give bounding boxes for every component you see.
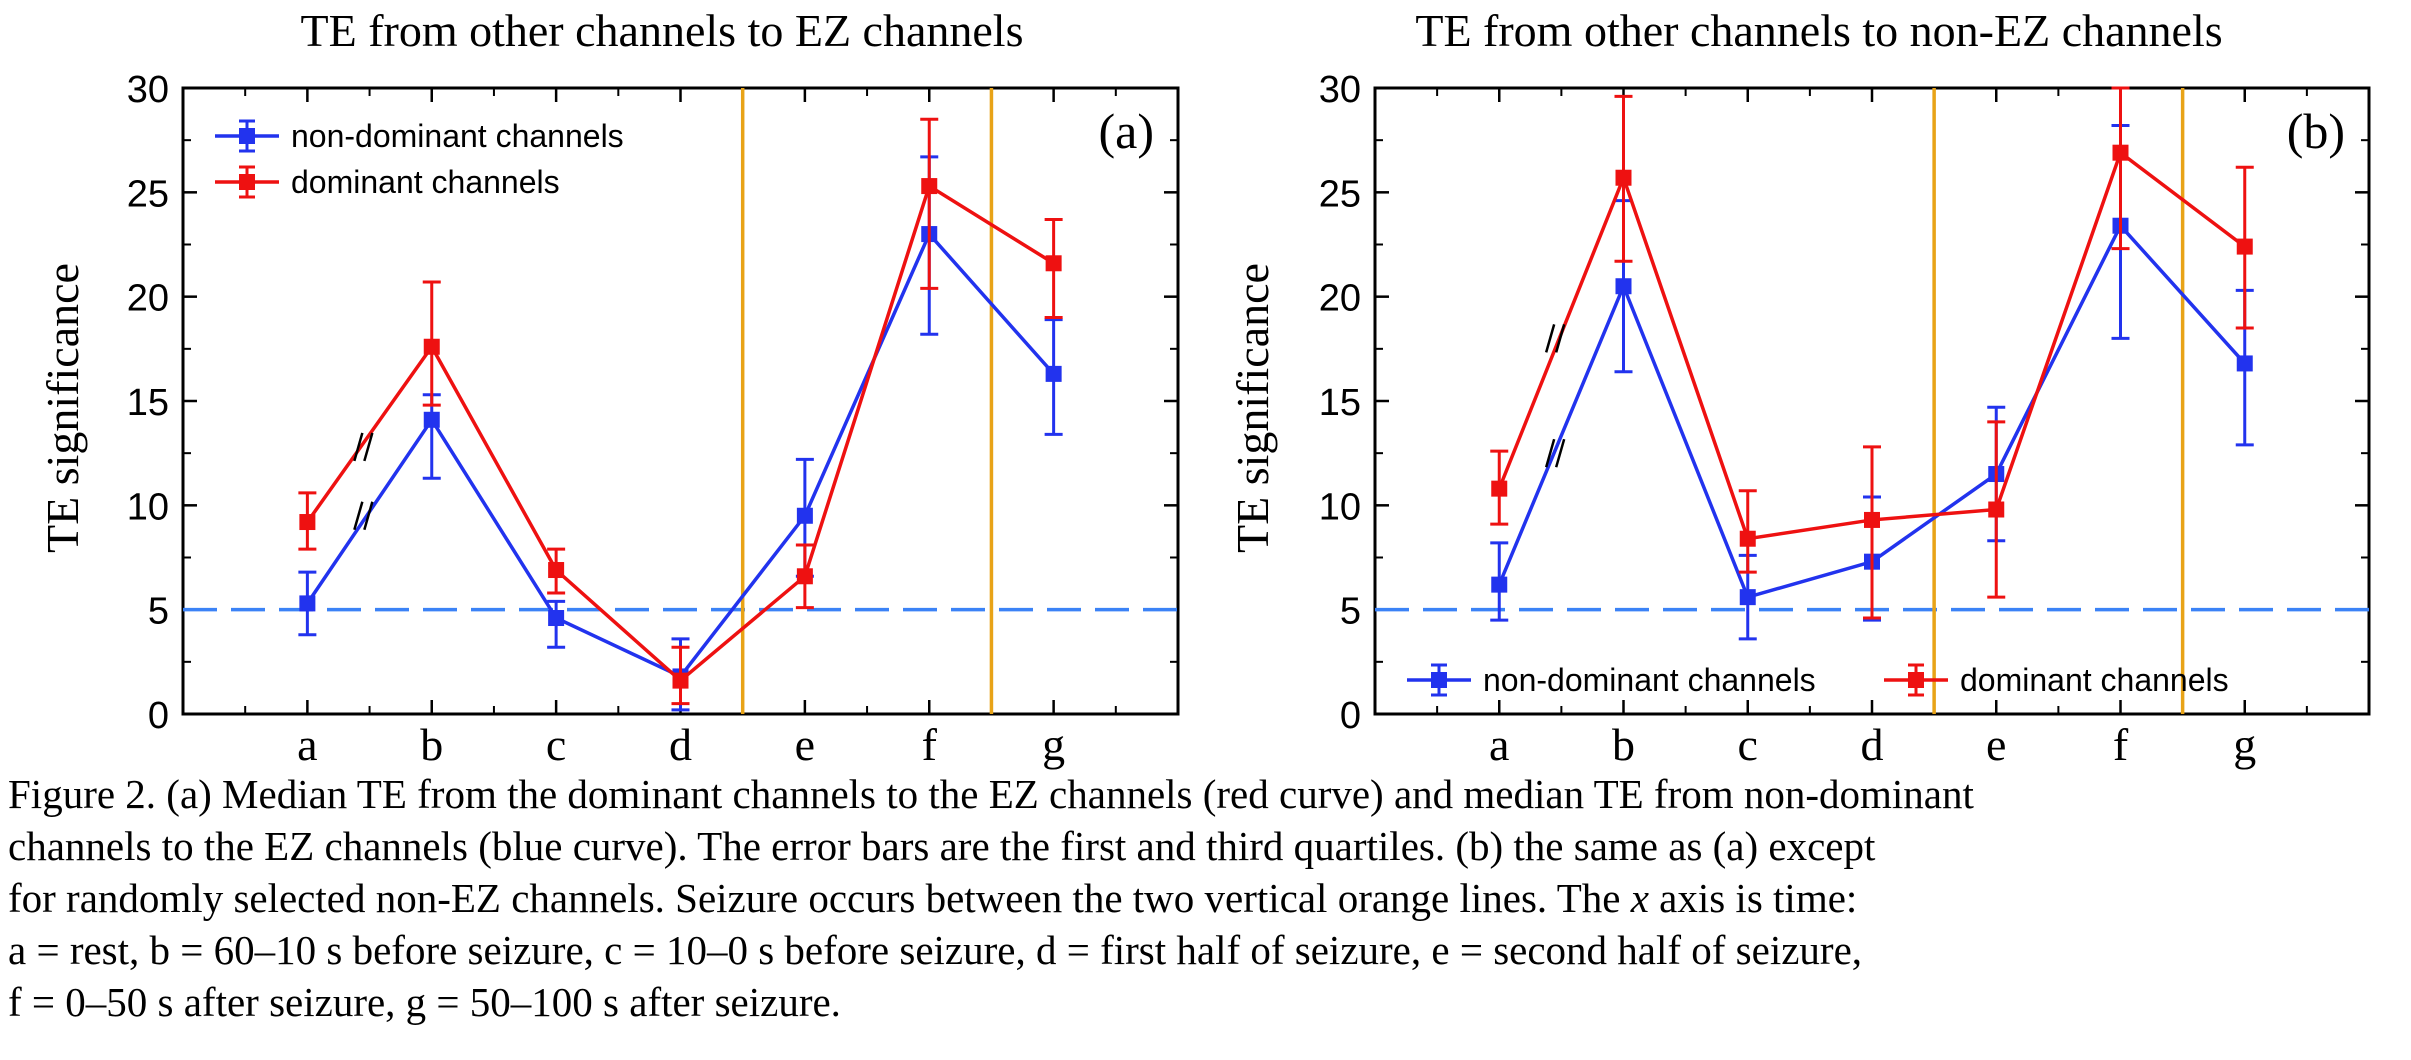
panel-a-xtick-label-b: b — [420, 719, 443, 770]
panel-a-non-dominant-channels-point — [548, 610, 565, 627]
caption-line-3-start: for randomly selected non-EZ channels. S… — [8, 875, 1621, 921]
panel-a-ytick-label: 0 — [148, 695, 169, 737]
panel-b-xtick-label-f: f — [2113, 719, 2129, 770]
caption-x-italic: x — [1630, 875, 1649, 921]
panel-b-non-dominant-channels-point — [1615, 278, 1632, 295]
panel-b-dominant-channels-point — [2112, 144, 2129, 161]
panel-b-break-mark — [1544, 324, 1556, 353]
panel-b-dominant-channels-point — [1988, 501, 2005, 518]
panel-a-dominant-channels-point — [921, 178, 938, 195]
panel-a-ytick-label: 5 — [148, 591, 169, 633]
panel-a-ytick-label: 20 — [127, 278, 169, 320]
panel-a-ytick-label: 10 — [127, 486, 169, 528]
panel-b-ytick-label: 10 — [1319, 486, 1361, 528]
panel-b-dominant-channels-point — [1615, 169, 1632, 186]
panel-b: TE from other channels to non-EZ channel… — [1227, 5, 2371, 770]
panel-b-xtick-label-g: g — [2233, 719, 2256, 770]
panel-a-non-dominant-channels-point — [423, 411, 440, 428]
panel-a-dominant-channels-point — [548, 562, 565, 579]
panel-a-break-mark — [363, 432, 374, 462]
panel-a-legend-dominant-channels-marker — [239, 174, 255, 190]
panel-a-xtick-label-d: d — [669, 719, 692, 770]
panel-a-xtick-label-e: e — [795, 719, 815, 770]
panel-a-ylabel: TE significance — [37, 263, 88, 553]
panel-b-legend-non-dominant-channels-marker — [1431, 672, 1447, 688]
panel-a-non-dominant-channels-point — [299, 595, 316, 612]
panel-a-dominant-channels-point — [1045, 255, 1062, 272]
panel-b-ytick-label: 30 — [1319, 69, 1361, 111]
panel-b-ytick-label: 15 — [1319, 382, 1361, 424]
panel-b-ytick-label: 0 — [1340, 695, 1361, 737]
panel-b-ytick-label: 5 — [1340, 591, 1361, 633]
panel-a-non-dominant-channels-point — [1045, 365, 1062, 382]
caption-line-3: for randomly selected non-EZ channels. S… — [8, 872, 2408, 924]
panel-a-dominant-channels-point — [423, 338, 440, 355]
panel-b-xtick-label-a: a — [1489, 719, 1509, 770]
panel-a-non-dominant-channels-point — [796, 507, 813, 524]
figure-2-chart: TE from other channels to EZ channels TE… — [37, 5, 2371, 770]
panel-a-title: TE from other channels to EZ channels — [301, 5, 1024, 56]
panel-b-non-dominant-channels-point — [1491, 576, 1508, 593]
panel-b-legend-non-dominant-channels-label: non-dominant channels — [1483, 662, 1816, 698]
panel-b-non-dominant-channels-point — [1739, 589, 1756, 606]
panel-b-dominant-channels-point — [1491, 480, 1508, 497]
panel-a-dominant-channels-point — [672, 672, 689, 689]
caption-line-4: a = rest, b = 60–10 s before seizure, c … — [8, 927, 1863, 973]
panel-b-ylabel: TE significance — [1227, 263, 1278, 553]
panel-b-xtick-label-c: c — [1738, 719, 1758, 770]
caption-line-3-end: axis is time: — [1659, 875, 1858, 921]
panel-b-xtick-label-d: d — [1861, 719, 1884, 770]
panel-b-dominant-channels-point — [1739, 530, 1756, 547]
panel-b-non-dominant-channels-point — [2236, 355, 2253, 372]
panel-b-legend-dominant-channels-marker — [1908, 672, 1924, 688]
panel-a-label: (a) — [1099, 103, 1155, 159]
panel-a-legend-non-dominant-channels-marker — [239, 128, 255, 144]
panel-b-dominant-channels-point — [2236, 238, 2253, 255]
panel-a-xtick-label-a: a — [297, 719, 317, 770]
panel-a-ytick-label: 15 — [127, 382, 169, 424]
caption-line-5: f = 0–50 s after seizure, g = 50–100 s a… — [8, 979, 841, 1025]
panel-a-xtick-label-g: g — [1042, 719, 1065, 770]
panel-a-legend-non-dominant-channels-label: non-dominant channels — [291, 118, 624, 154]
panel-a: TE from other channels to EZ channels TE… — [37, 5, 1180, 770]
panel-a-ytick-label: 25 — [127, 173, 169, 215]
panel-b-dominant-channels-point — [1864, 511, 1880, 528]
caption-line-1: Figure 2. (a) Median TE from the dominan… — [8, 771, 1974, 817]
figure-caption: Figure 2. (a) Median TE from the dominan… — [8, 768, 2408, 1028]
panel-b-label: (b) — [2287, 103, 2345, 159]
panel-b-xtick-label-e: e — [1986, 719, 2006, 770]
panel-b-break-mark — [1544, 438, 1556, 468]
panel-b-legend-dominant-channels-label: dominant channels — [1960, 662, 2229, 698]
panel-a-dominant-channels-point — [299, 514, 316, 531]
panel-a-dominant-channels-line — [305, 183, 1055, 683]
panel-a-xtick-label-f: f — [922, 719, 938, 770]
panel-a-ytick-label: 30 — [127, 69, 169, 111]
panel-b-title: TE from other channels to non-EZ channel… — [1415, 5, 2222, 56]
panel-b-ytick-label: 25 — [1319, 173, 1361, 215]
panel-b-ytick-label: 20 — [1319, 278, 1361, 320]
panel-a-break-mark — [353, 501, 364, 531]
panel-b-break-mark — [1554, 324, 1566, 353]
caption-line-2: channels to the EZ channels (blue curve)… — [8, 823, 1876, 869]
panel-a-legend-dominant-channels-label: dominant channels — [291, 164, 560, 200]
panel-a-break-mark — [363, 501, 374, 531]
panel-b-break-mark — [1554, 438, 1566, 468]
panel-a-xtick-label-c: c — [546, 719, 566, 770]
panel-b-xtick-label-b: b — [1612, 719, 1635, 770]
panel-a-dominant-channels-point — [796, 568, 813, 585]
panel-a-break-mark — [353, 432, 364, 462]
